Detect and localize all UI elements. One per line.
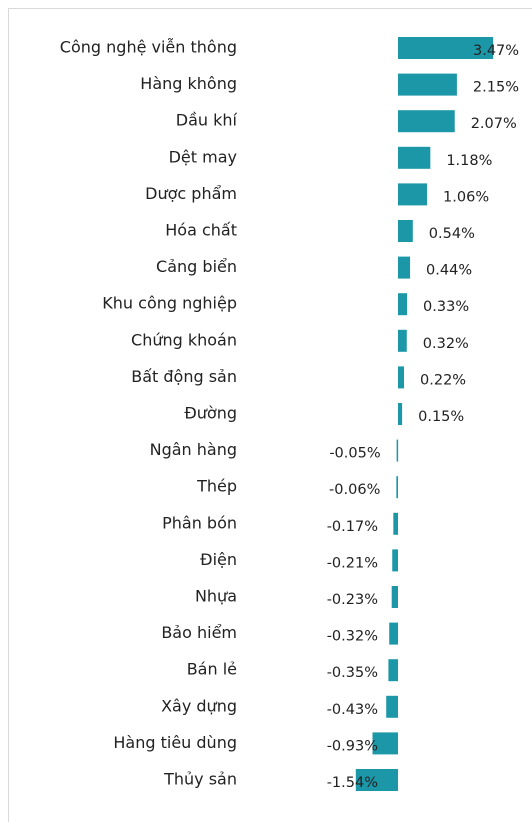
category-label: Chứng khoán <box>131 330 237 349</box>
category-label: Công nghệ viễn thông <box>60 38 237 57</box>
value-label: -0.93% <box>327 738 378 754</box>
bar <box>398 329 407 352</box>
bar <box>388 659 398 682</box>
category-label: Hàng tiêu dùng <box>113 733 237 752</box>
category-label: Ngân hàng <box>150 440 237 459</box>
bar <box>398 256 411 279</box>
value-label: -1.54% <box>327 775 378 791</box>
bar <box>396 439 399 462</box>
value-label: 0.22% <box>420 372 466 388</box>
value-label: -0.43% <box>327 702 378 718</box>
value-label: -0.23% <box>327 592 378 608</box>
bar <box>392 549 398 572</box>
value-label: -0.32% <box>327 629 378 645</box>
value-label: -0.17% <box>327 519 378 535</box>
category-label: Hàng không <box>140 74 237 93</box>
bar <box>396 476 398 499</box>
value-label: 0.32% <box>423 336 469 352</box>
category-label: Nhựa <box>195 587 237 606</box>
category-label: Dược phẩm <box>145 184 237 203</box>
bar <box>398 403 403 425</box>
bar <box>393 512 398 535</box>
chart-frame <box>8 8 532 822</box>
bar <box>398 183 428 206</box>
value-label: -0.06% <box>329 482 380 498</box>
value-label: 1.18% <box>446 153 492 169</box>
bar <box>398 293 408 316</box>
category-label: Cảng biển <box>156 257 237 276</box>
category-label: Đường <box>184 404 237 423</box>
value-label: 2.07% <box>471 116 517 132</box>
bar <box>372 732 398 755</box>
bar <box>398 220 413 242</box>
bar <box>389 622 398 645</box>
value-label: 1.06% <box>443 189 489 205</box>
value-label: -0.35% <box>327 665 378 681</box>
value-label: 0.54% <box>429 226 475 242</box>
category-label: Xây dựng <box>161 696 237 715</box>
category-label: Thủy sản <box>163 770 237 789</box>
category-label: Thép <box>196 477 237 496</box>
bar <box>398 146 431 169</box>
category-label: Dầu khí <box>176 111 238 130</box>
value-label: 3.47% <box>473 43 519 59</box>
bar <box>398 37 494 59</box>
value-label: -0.05% <box>329 446 380 462</box>
value-label: 0.33% <box>423 299 469 315</box>
bar <box>398 110 455 133</box>
category-label: Bảo hiểm <box>161 623 237 642</box>
bar <box>386 695 398 718</box>
category-label: Khu công nghiệp <box>102 294 237 313</box>
category-label: Bất động sản <box>131 367 237 386</box>
value-label: 0.15% <box>418 409 464 425</box>
category-label: Điện <box>200 550 237 569</box>
bar <box>391 586 398 608</box>
category-label: Dệt may <box>169 147 237 166</box>
bar <box>398 73 457 96</box>
bar <box>398 366 405 389</box>
category-label: Phân bón <box>162 513 237 532</box>
bar <box>355 769 398 791</box>
category-label: Bán lẻ <box>187 660 237 679</box>
value-label: 2.15% <box>473 80 519 96</box>
value-label: -0.21% <box>327 555 378 571</box>
value-label: 0.44% <box>426 263 472 279</box>
category-label: Hóa chất <box>165 221 237 240</box>
